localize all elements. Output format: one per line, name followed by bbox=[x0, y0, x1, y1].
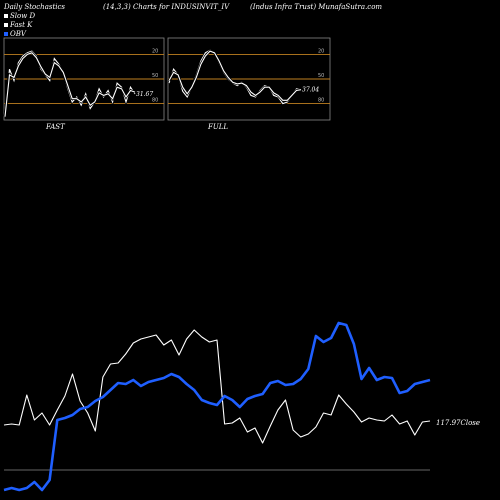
legend-swatch bbox=[4, 14, 8, 18]
legend-swatch bbox=[4, 32, 8, 36]
tick-label-50: 50 bbox=[318, 73, 324, 79]
panel-title-fast: FAST bbox=[46, 123, 65, 131]
chart-title-center: (14,3,3) Charts for INDUSINVIT_IV bbox=[103, 3, 230, 11]
obv-line bbox=[3, 321, 431, 492]
tick-label-80: 20 bbox=[318, 48, 324, 54]
legend-label: Slow D bbox=[10, 12, 36, 20]
last-value-label: 37.04 bbox=[302, 87, 319, 94]
slow-d-line bbox=[4, 52, 136, 117]
tick-label-20: 80 bbox=[318, 98, 324, 104]
tick-label-80: 20 bbox=[152, 48, 158, 54]
chart-title-left: Daily Stochastics bbox=[4, 3, 66, 11]
close-value-label: 117.97Close bbox=[436, 419, 480, 427]
legend-label: OBV bbox=[10, 30, 26, 38]
chart-title-right: (Indus Infra Trust) MunafaSutra.com bbox=[250, 3, 383, 11]
legend-swatch bbox=[4, 23, 8, 27]
close-price-line bbox=[3, 329, 431, 444]
tick-label-20: 80 bbox=[152, 98, 158, 104]
legend-item-fast-k: Fast K bbox=[4, 21, 32, 29]
tick-label-50: 50 bbox=[152, 73, 158, 79]
panel-title-full: FULL bbox=[208, 123, 229, 131]
legend-item-slow-d: Slow D bbox=[4, 12, 35, 20]
legend-item-obv: OBV bbox=[4, 30, 26, 38]
last-value-label: 31.67 bbox=[136, 91, 153, 98]
legend-label: Fast K bbox=[10, 21, 33, 29]
slow-d-line bbox=[168, 50, 302, 101]
